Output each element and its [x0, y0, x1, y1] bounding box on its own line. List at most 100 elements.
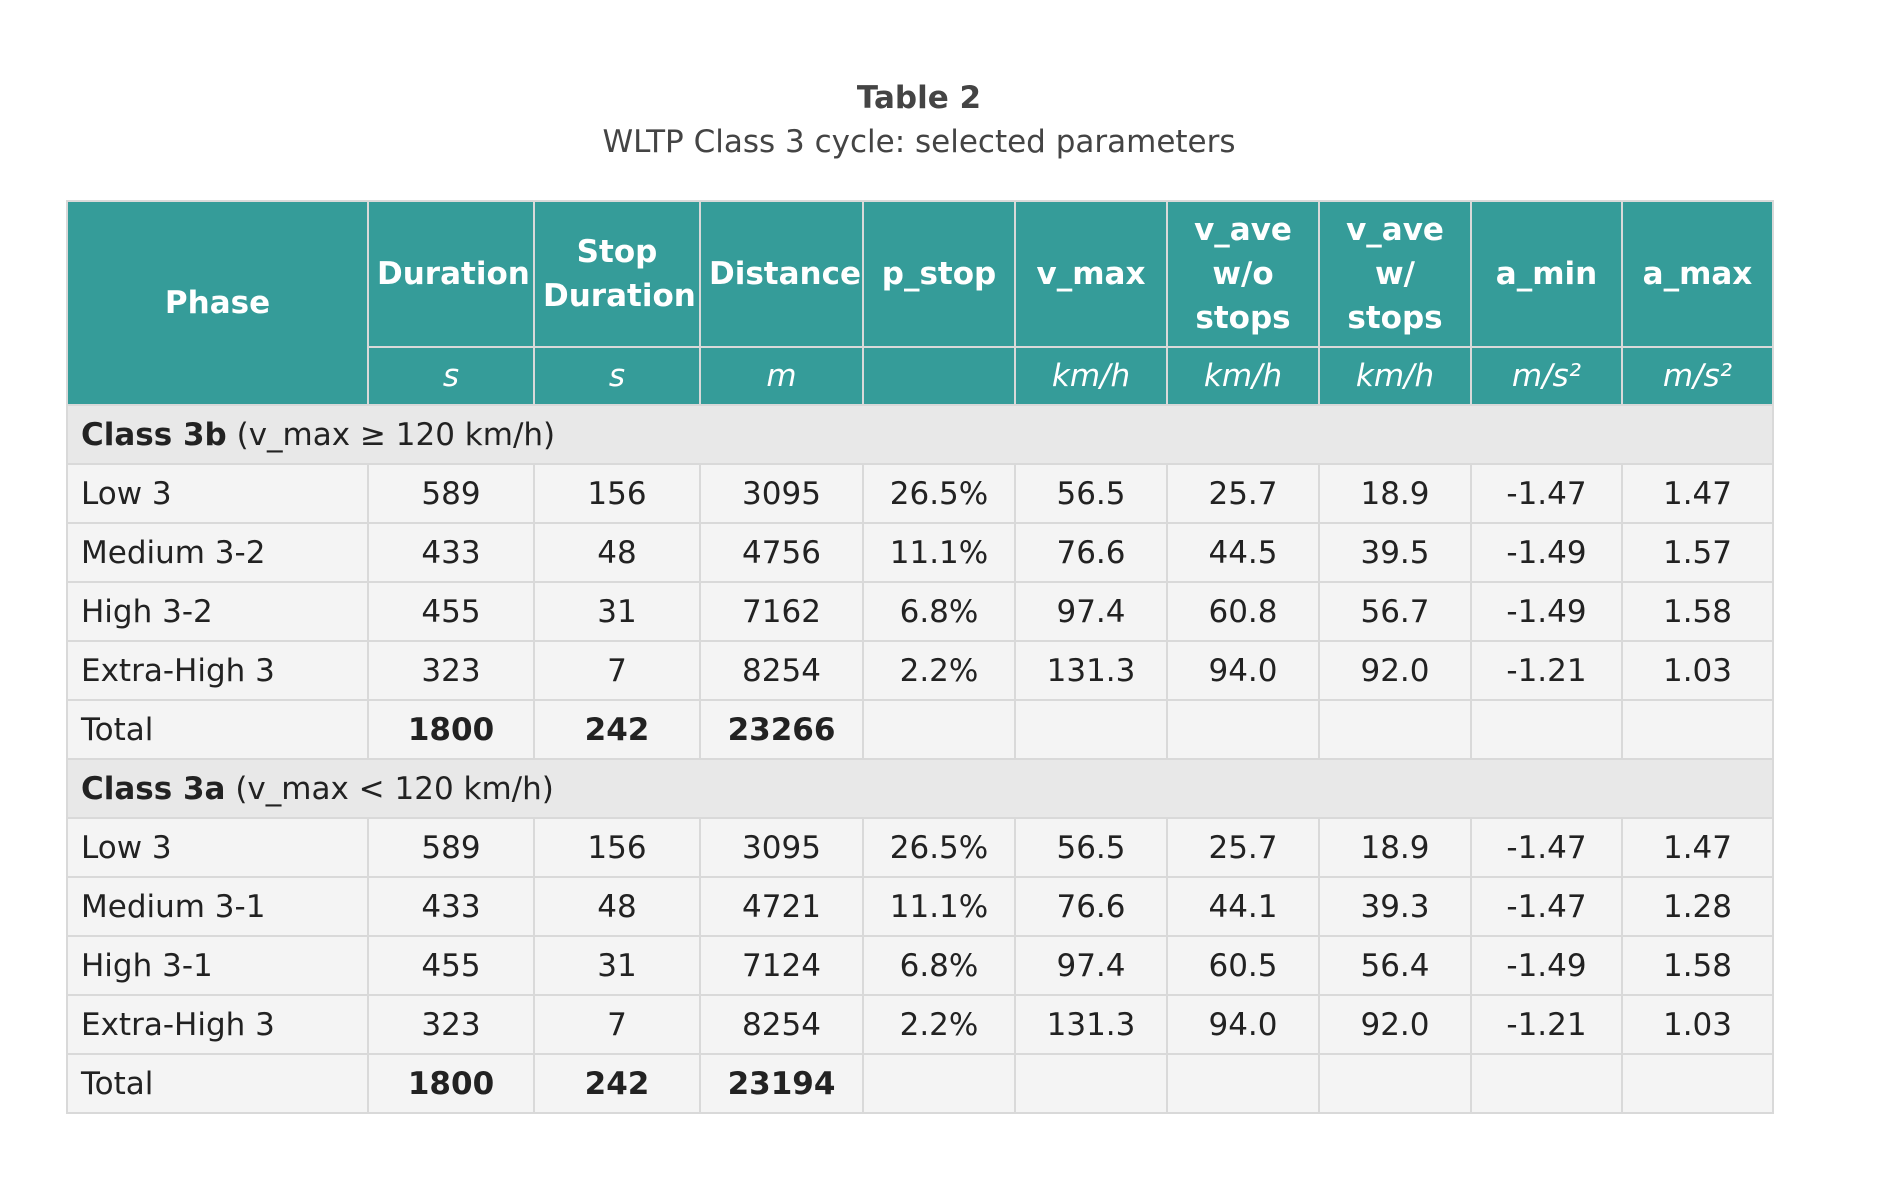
cell-stop-duration: 31	[533, 581, 701, 642]
cell-p-stop: 6.8%	[862, 935, 1016, 996]
cell-v-ave-without-stops: 94.0	[1166, 640, 1320, 701]
cell-empty	[862, 699, 1016, 760]
cell-v-ave-without-stops: 25.7	[1166, 463, 1320, 524]
parameters-table: Phase Duration Stop Duration Distance p_…	[66, 200, 1774, 1114]
table-title: Table 2	[856, 80, 982, 116]
column-header-v-max: v_max	[1014, 200, 1168, 348]
column-header-v-ave-without-stops: v_ave w/o stops	[1166, 200, 1320, 348]
cell-phase: Low 3	[66, 463, 369, 524]
cell-v-ave-without-stops: 60.8	[1166, 581, 1320, 642]
cell-duration: 455	[367, 935, 535, 996]
column-header-stop-duration: Stop Duration	[533, 200, 701, 348]
cell-phase: Total	[66, 1053, 369, 1114]
cell-v-ave-with-stops: 92.0	[1318, 994, 1472, 1055]
group-condition: (v_max ≥ 120 km/h)	[226, 416, 556, 453]
cell-a-min: -1.47	[1470, 876, 1623, 937]
cell-stop-duration: 156	[533, 463, 701, 524]
group-name: Class 3a	[81, 770, 226, 807]
cell-a-min: -1.21	[1470, 994, 1623, 1055]
cell-empty	[1470, 699, 1623, 760]
cell-distance: 7124	[699, 935, 864, 996]
group-name: Class 3b	[81, 416, 227, 453]
cell-phase: Low 3	[66, 817, 369, 878]
cell-p-stop: 2.2%	[862, 994, 1016, 1055]
cell-duration-total: 1800	[367, 699, 535, 760]
cell-a-min: -1.49	[1470, 581, 1623, 642]
cell-stop-duration: 31	[533, 935, 701, 996]
cell-a-min: -1.21	[1470, 640, 1623, 701]
table-row: Low 3 589 156 3095 26.5% 56.5 25.7 18.9 …	[66, 817, 1774, 878]
unit-v-max: km/h	[1014, 346, 1168, 406]
units-row: s s m km/h km/h km/h m/s² m/s²	[67, 346, 1774, 406]
header-row: Phase Duration Stop Duration Distance p_…	[66, 200, 1774, 406]
total-row: Total 1800 242 23266	[66, 699, 1774, 760]
table-row: Extra-High 3 323 7 8254 2.2% 131.3 94.0 …	[66, 640, 1774, 701]
cell-distance-total: 23194	[699, 1053, 864, 1114]
cell-v-max: 131.3	[1014, 640, 1168, 701]
cell-duration-total: 1800	[367, 1053, 535, 1114]
cell-a-max: 1.58	[1621, 581, 1774, 642]
cell-v-ave-with-stops: 18.9	[1318, 463, 1472, 524]
unit-duration: s	[367, 346, 535, 406]
group-row-class-3a: Class 3a (v_max < 120 km/h)	[66, 758, 1774, 819]
table-row: Medium 3-1 433 48 4721 11.1% 76.6 44.1 3…	[66, 876, 1774, 937]
cell-p-stop: 6.8%	[862, 581, 1016, 642]
cell-p-stop: 26.5%	[862, 463, 1016, 524]
cell-v-ave-with-stops: 39.5	[1318, 522, 1472, 583]
cell-distance: 8254	[699, 640, 864, 701]
cell-v-max: 97.4	[1014, 581, 1168, 642]
unit-a-max: m/s²	[1621, 346, 1774, 406]
cell-v-max: 76.6	[1014, 522, 1168, 583]
cell-empty	[1470, 1053, 1623, 1114]
cell-stop-duration: 7	[533, 640, 701, 701]
cell-v-ave-with-stops: 56.7	[1318, 581, 1472, 642]
cell-v-max: 56.5	[1014, 817, 1168, 878]
cell-stop-duration: 48	[533, 522, 701, 583]
cell-empty	[1318, 699, 1472, 760]
cell-v-ave-without-stops: 44.5	[1166, 522, 1320, 583]
cell-phase: High 3-2	[66, 581, 369, 642]
cell-a-min: -1.47	[1470, 463, 1623, 524]
cell-p-stop: 11.1%	[862, 876, 1016, 937]
cell-stop-duration: 156	[533, 817, 701, 878]
cell-duration: 323	[367, 994, 535, 1055]
table-row: Low 3 589 156 3095 26.5% 56.5 25.7 18.9 …	[66, 463, 1774, 524]
cell-a-max: 1.47	[1621, 463, 1774, 524]
cell-a-max: 1.28	[1621, 876, 1774, 937]
cell-duration: 433	[367, 522, 535, 583]
cell-duration: 433	[367, 876, 535, 937]
column-header-phase: Phase	[66, 200, 369, 406]
column-header-a-max: a_max	[1621, 200, 1774, 348]
cell-empty	[1014, 1053, 1168, 1114]
cell-empty	[1014, 699, 1168, 760]
cell-a-max: 1.03	[1621, 640, 1774, 701]
cell-duration: 323	[367, 640, 535, 701]
group-label: Class 3a (v_max < 120 km/h)	[66, 758, 1774, 819]
table-subtitle: WLTP Class 3 cycle: selected parameters	[602, 124, 1236, 160]
cell-stop-duration-total: 242	[533, 699, 701, 760]
unit-p-stop	[862, 346, 1016, 406]
cell-empty	[1621, 699, 1774, 760]
cell-v-max: 56.5	[1014, 463, 1168, 524]
cell-empty	[862, 1053, 1016, 1114]
cell-v-ave-with-stops: 92.0	[1318, 640, 1472, 701]
cell-v-ave-without-stops: 60.5	[1166, 935, 1320, 996]
cell-a-max: 1.47	[1621, 817, 1774, 878]
unit-v-ave-without-stops: km/h	[1166, 346, 1320, 406]
unit-v-ave-with-stops: km/h	[1318, 346, 1472, 406]
column-header-distance: Distance	[699, 200, 864, 348]
cell-distance: 4721	[699, 876, 864, 937]
cell-v-ave-with-stops: 18.9	[1318, 817, 1472, 878]
cell-phase: Medium 3-2	[66, 522, 369, 583]
cell-a-max: 1.03	[1621, 994, 1774, 1055]
cell-a-min: -1.49	[1470, 935, 1623, 996]
cell-phase: Extra-High 3	[66, 994, 369, 1055]
table-row: Extra-High 3 323 7 8254 2.2% 131.3 94.0 …	[66, 994, 1774, 1055]
cell-v-max: 97.4	[1014, 935, 1168, 996]
cell-duration: 589	[367, 463, 535, 524]
cell-v-ave-without-stops: 25.7	[1166, 817, 1320, 878]
cell-p-stop: 11.1%	[862, 522, 1016, 583]
cell-phase: Medium 3-1	[66, 876, 369, 937]
column-header-p-stop: p_stop	[862, 200, 1016, 348]
cell-v-max: 131.3	[1014, 994, 1168, 1055]
